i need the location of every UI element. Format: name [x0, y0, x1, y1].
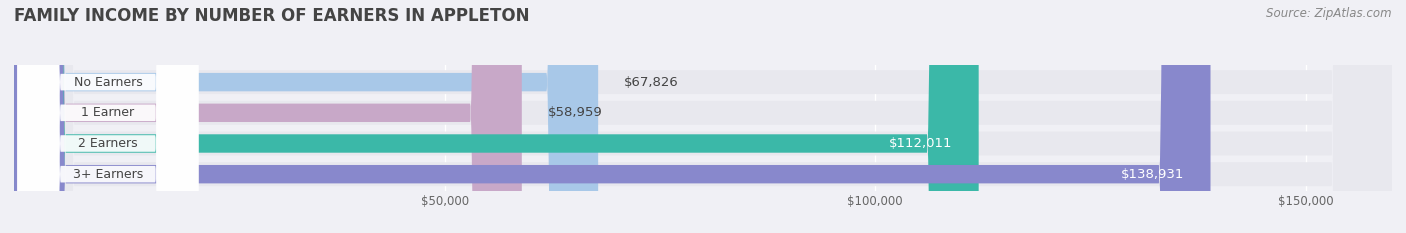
Text: Source: ZipAtlas.com: Source: ZipAtlas.com: [1267, 7, 1392, 20]
FancyBboxPatch shape: [14, 0, 979, 233]
Text: 1 Earner: 1 Earner: [82, 106, 135, 119]
FancyBboxPatch shape: [14, 0, 1392, 233]
FancyBboxPatch shape: [14, 0, 522, 233]
FancyBboxPatch shape: [17, 0, 198, 233]
Text: $58,959: $58,959: [547, 106, 602, 119]
FancyBboxPatch shape: [17, 0, 198, 233]
FancyBboxPatch shape: [14, 0, 598, 233]
FancyBboxPatch shape: [14, 0, 1392, 233]
Text: No Earners: No Earners: [73, 76, 142, 89]
Text: $112,011: $112,011: [890, 137, 953, 150]
FancyBboxPatch shape: [14, 0, 1211, 233]
FancyBboxPatch shape: [14, 0, 1392, 233]
Text: $138,931: $138,931: [1122, 168, 1185, 181]
FancyBboxPatch shape: [17, 0, 198, 233]
FancyBboxPatch shape: [14, 0, 1392, 233]
Text: $67,826: $67,826: [624, 76, 679, 89]
Text: 2 Earners: 2 Earners: [79, 137, 138, 150]
Text: FAMILY INCOME BY NUMBER OF EARNERS IN APPLETON: FAMILY INCOME BY NUMBER OF EARNERS IN AP…: [14, 7, 530, 25]
FancyBboxPatch shape: [17, 0, 198, 233]
Text: 3+ Earners: 3+ Earners: [73, 168, 143, 181]
